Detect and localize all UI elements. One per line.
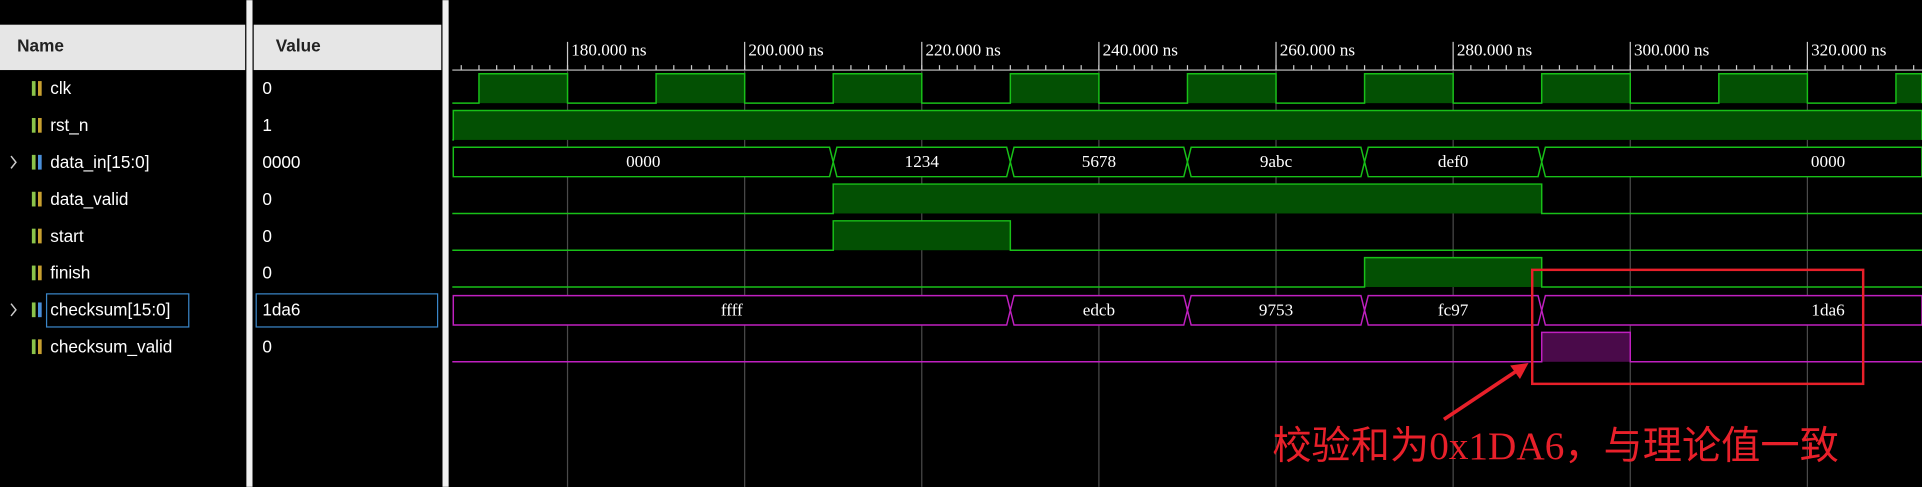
signal-name[interactable]: rst_n [50,115,88,135]
annotation: 校验和为0x1DA6，与理论值一致 [1272,424,1838,468]
bus-value: 0000 [1811,152,1845,171]
signal-icon [31,117,42,133]
signal-value: 1da6 [262,300,300,320]
value-header-text: Value [276,35,321,55]
signal-value: 0 [262,189,272,209]
bus-value: ffff [721,300,743,319]
bus-segment [1540,146,1922,178]
signal-name[interactable]: data_in[15:0] [50,152,149,172]
signal-value: 0 [262,336,272,356]
bus-value: 9753 [1259,300,1293,319]
high-pulse [656,73,745,104]
tick-label: 240.000 ns [1103,41,1179,60]
high-pulse [1364,73,1454,104]
expand-arrow[interactable] [10,155,17,169]
tick-label: 200.000 ns [748,41,824,60]
icon-bar [37,339,42,355]
icon-bar [37,265,42,281]
tick-label: 300.000 ns [1634,41,1710,60]
waveform [452,256,1922,288]
high-pulse [833,220,1011,251]
high-pulse [833,184,1542,214]
bus-value: edcb [1083,300,1115,319]
signal-value: 0 [262,78,272,98]
icon-bar [31,191,36,207]
tick-label: 220.000 ns [925,41,1001,60]
waveform [452,109,1922,141]
icon-bar [31,154,36,170]
signal-icon [31,191,42,207]
expand-arrow[interactable] [10,303,17,317]
bus-segment [1540,294,1922,326]
waveform [452,220,1922,251]
splitter[interactable] [246,0,253,487]
icon-bar [31,228,36,244]
high-pulse [1718,73,1808,104]
high-pulse [1010,73,1099,104]
signal-name[interactable]: start [50,226,84,246]
high-pulse [478,73,568,104]
high-pulse [1895,73,1922,104]
high-pulse [453,110,1922,140]
signal-name[interactable]: checksum_valid [50,336,172,356]
waveform [452,72,1922,104]
icon-bar [31,302,36,318]
arrow [1442,368,1519,421]
high-pulse [1364,257,1542,288]
arrow-head [1510,363,1529,379]
icon-bar [37,81,42,96]
bus-value: 9abc [1260,152,1293,171]
tick-label: 260.000 ns [1280,41,1356,60]
selected-value [255,293,439,328]
bus-value: 5678 [1082,152,1116,171]
signal-icon [31,81,42,96]
splitter[interactable] [442,0,449,487]
bus-value: 1234 [905,152,940,171]
bus-value: 0000 [626,152,660,171]
signal-value: 0 [262,226,272,246]
icon-bar [31,81,36,96]
signal-name[interactable]: clk [50,78,71,98]
signal-name[interactable]: checksum[15:0] [50,300,170,320]
signal-name[interactable]: finish [50,263,90,283]
waveform [452,331,1922,363]
highlight-box [1530,268,1865,386]
signal-icon [31,265,42,281]
high-pulse [833,73,922,104]
tick-label: 180.000 ns [571,41,647,60]
signal-icon [31,154,42,170]
signal-icon [31,339,42,355]
bus-value: fc97 [1438,300,1469,319]
tick-label: 320.000 ns [1811,41,1887,60]
signal-icon [31,302,42,318]
high-pulse [1541,332,1631,362]
signal-value: 0 [262,263,272,283]
icon-bar [31,339,36,355]
icon-bar [37,191,42,207]
value-header [253,24,442,71]
signal-name[interactable]: data_valid [50,189,128,209]
waveform [452,183,1922,215]
bus-value: 1da6 [1811,300,1845,319]
icon-bar [37,302,42,318]
name-header-text: Name [17,35,64,55]
high-pulse [1541,73,1631,104]
name-header [0,24,246,71]
signal-value: 0000 [262,152,300,172]
selected-name [45,293,190,328]
icon-bar [31,117,36,133]
icon-bar [31,265,36,281]
signal-icon [31,228,42,244]
high-pulse [1187,73,1277,104]
icon-bar [37,154,42,170]
icon-bar [37,228,42,244]
icon-bar [37,117,42,133]
signal-value: 1 [262,115,272,135]
tick-label: 280.000 ns [1457,41,1533,60]
bus-value: def0 [1438,152,1468,171]
